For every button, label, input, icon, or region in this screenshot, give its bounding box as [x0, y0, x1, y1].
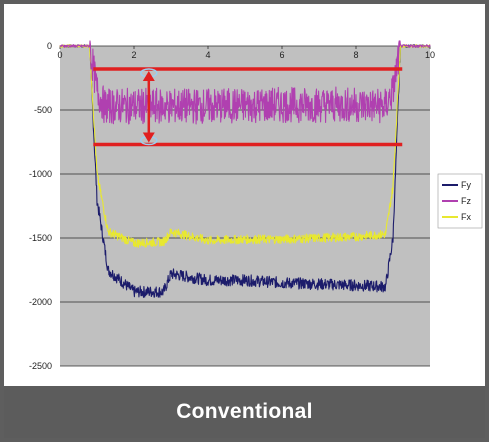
x-tick-label: 8: [353, 50, 358, 60]
y-tick-label: 0: [47, 41, 52, 51]
y-tick-label: -1500: [29, 233, 52, 243]
x-tick-label: 10: [425, 50, 435, 60]
x-tick-label: 6: [279, 50, 284, 60]
x-tick-label: 2: [131, 50, 136, 60]
range-arrow-head-up: [142, 71, 155, 82]
force-chart: 0 -500 -1000 -1500 -2000 -2500 0 2 4 6 8 10 Fy Fz Fx: [29, 40, 483, 371]
legend-label-fx: Fx: [461, 212, 471, 222]
legend-label-fy: Fy: [461, 180, 471, 190]
range-arrow-head-down: [142, 132, 155, 143]
y-tick-label: -500: [34, 105, 52, 115]
series-line-fz: [59, 40, 431, 125]
figure-card: 0 -500 -1000 -1500 -2000 -2500 0 2 4 6 8 10 Fy Fz Fx C…: [4, 4, 485, 438]
caption-text: Conventional: [176, 400, 313, 423]
caption-bar: Conventional: [4, 386, 485, 438]
y-tick-label: -1000: [29, 169, 52, 179]
x-tick-label: 4: [205, 50, 210, 60]
series-line-fx: [59, 44, 431, 248]
series-line-fy: [59, 44, 431, 298]
x-tick-label: 0: [57, 50, 62, 60]
y-tick-label: -2000: [29, 297, 52, 307]
y-tick-label: -2500: [29, 361, 52, 371]
legend-label-fz: Fz: [461, 196, 471, 206]
